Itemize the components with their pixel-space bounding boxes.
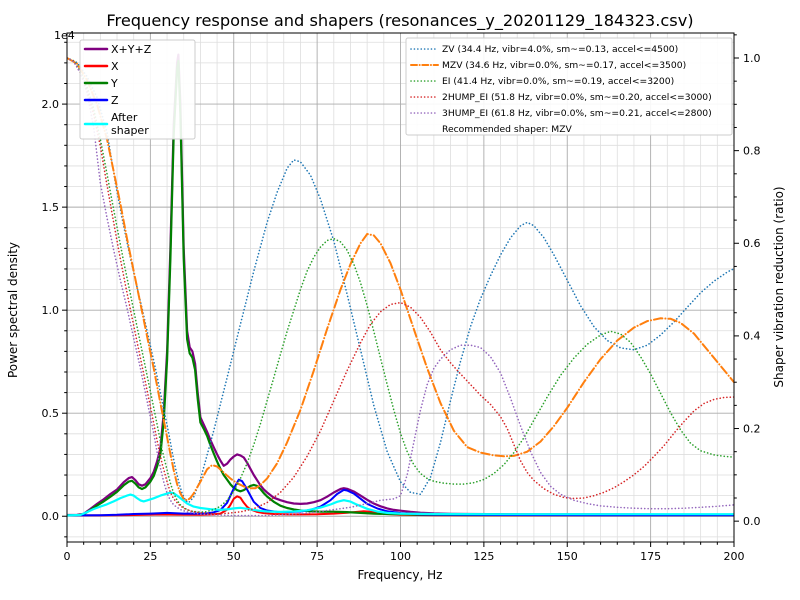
series-2hump-ei — [67, 57, 734, 515]
y-left-tick-label: 2.0 — [42, 98, 60, 111]
legend-label: X+Y+Z — [111, 43, 152, 56]
x-tick-label: 200 — [724, 550, 745, 563]
y-left-tick-label: 0.0 — [42, 510, 60, 523]
legend-item-z: Z — [83, 94, 119, 107]
legend-shapers: ZV (34.4 Hz, vibr=4.0%, sm~=0.13, accel<… — [405, 37, 733, 136]
legend-item-3hump-ei: 3HUMP_EI (61.8 Hz, vibr=0.0%, sm~=0.21, … — [410, 108, 712, 119]
x-tick-label: 125 — [473, 550, 494, 563]
x-axis-label: Frequency, Hz — [358, 568, 443, 582]
legend-item-y: Y — [83, 77, 118, 90]
series-3hump-ei — [67, 57, 734, 517]
legend-item-ei: EI (41.4 Hz, vibr=0.0%, sm~=0.19, accel<… — [410, 76, 674, 87]
x-tick-label: 50 — [227, 550, 241, 563]
y-axis-offset-label: 1e4 — [54, 29, 75, 42]
legend-item-2hump-ei: 2HUMP_EI (51.8 Hz, vibr=0.0%, sm~=0.20, … — [410, 92, 712, 103]
legend-label: Z — [111, 94, 119, 107]
legend-box — [405, 37, 733, 136]
series-after-shaper — [67, 491, 734, 517]
y-right-tick-label: 0.4 — [743, 330, 761, 343]
legend-label: EI (41.4 Hz, vibr=0.0%, sm~=0.19, accel<… — [442, 76, 674, 87]
y-left-tick-label: 1.5 — [42, 201, 60, 214]
legend-label: MZV (34.6 Hz, vibr=0.0%, sm~=0.17, accel… — [442, 60, 686, 71]
legend-label: 3HUMP_EI (61.8 Hz, vibr=0.0%, sm~=0.21, … — [442, 108, 712, 119]
series-mzv — [67, 57, 734, 502]
axis-tick-labels: 0 25 50 75 100 125 150 175 200 0.0 0.5 1.0 1.5 2.0 0.0… — [42, 52, 761, 563]
legend-label: 2HUMP_EI (51.8 Hz, vibr=0.0%, sm~=0.20, … — [442, 92, 712, 103]
y-right-tick-label: 0.0 — [743, 515, 761, 528]
legend-label: ZV (34.4 Hz, vibr=4.0%, sm~=0.13, accel<… — [442, 44, 678, 55]
legend-box — [79, 39, 196, 140]
x-tick-label: 75 — [310, 550, 324, 563]
y-right-tick-label: 0.6 — [743, 237, 761, 250]
y-right-tick-label: 1.0 — [743, 52, 761, 65]
series-ei — [67, 57, 734, 513]
axis-ticks — [62, 34, 739, 547]
legend-footer-recommended-shaper: Recommended shaper: MZV — [442, 124, 572, 135]
y-left-tick-label: 0.5 — [42, 407, 60, 420]
y-right-tick-label: 0.2 — [743, 422, 761, 435]
x-tick-label: 150 — [557, 550, 578, 563]
x-tick-label: 0 — [64, 550, 71, 563]
series-x-y-z — [67, 53, 734, 517]
legend-item-x-y-z: X+Y+Z — [83, 43, 152, 56]
chart-title: Frequency response and shapers (resonanc… — [106, 11, 693, 31]
y-axis-label-left: Power spectral density — [6, 242, 20, 378]
y-left-tick-label: 1.0 — [42, 304, 60, 317]
legend-item-zv: ZV (34.4 Hz, vibr=4.0%, sm~=0.13, accel<… — [410, 44, 678, 55]
x-tick-label: 100 — [390, 550, 411, 563]
x-tick-label: 25 — [143, 550, 157, 563]
y-right-tick-label: 0.8 — [743, 144, 761, 157]
legend-label: Y — [110, 77, 118, 90]
legend-label: X — [111, 60, 119, 73]
legend-item-x: X — [83, 60, 119, 73]
series-curves — [67, 53, 734, 517]
y-axis-label-right: Shaper vibration reduction (ratio) — [772, 186, 786, 387]
legend-label: shaper — [111, 124, 149, 137]
legend-label: After — [111, 111, 138, 124]
legend-item-mzv: MZV (34.6 Hz, vibr=0.0%, sm~=0.17, accel… — [410, 60, 686, 71]
series-zv — [67, 57, 734, 504]
x-tick-label: 175 — [640, 550, 661, 563]
